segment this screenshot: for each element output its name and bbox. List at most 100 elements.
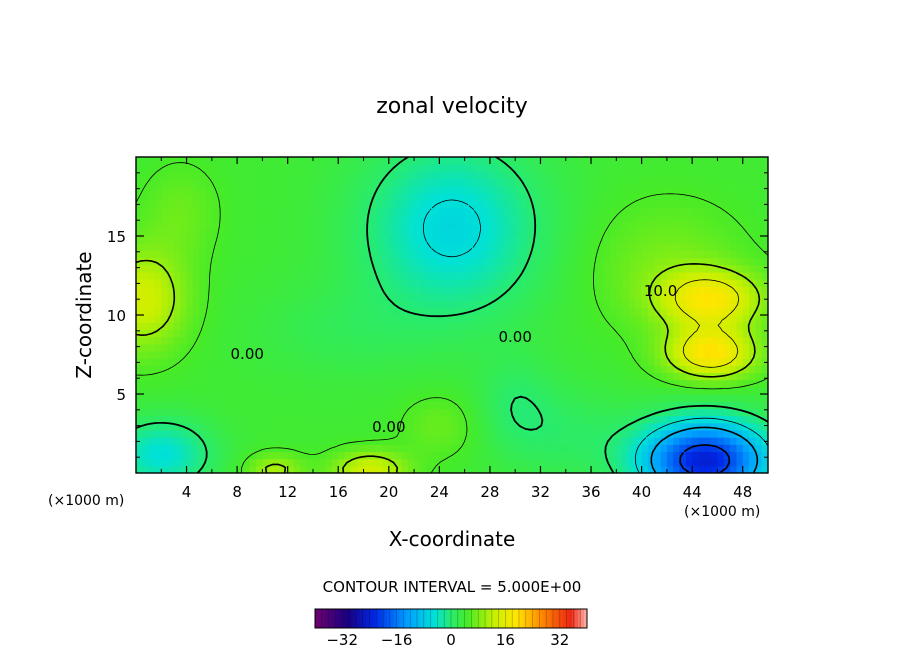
field-cell: [641, 192, 649, 201]
field-cell: [256, 221, 263, 230]
field-cell: [464, 279, 472, 287]
field-cell: [483, 315, 491, 323]
field-cell: [363, 157, 371, 165]
field-cell: [641, 437, 649, 445]
field-cell: [616, 386, 624, 395]
field-cell: [350, 458, 358, 467]
field-cell: [388, 329, 396, 338]
field-cell: [363, 322, 371, 330]
field-cell: [496, 322, 504, 330]
field-cell: [635, 422, 643, 431]
field-cell: [666, 214, 674, 223]
field-cell: [407, 236, 415, 244]
field-cell: [148, 358, 156, 366]
field-cell: [685, 322, 693, 330]
field-cell: [218, 343, 226, 352]
field-cell: [294, 315, 301, 323]
field-cell: [363, 264, 371, 273]
field-cell: [294, 200, 301, 208]
field-cell: [736, 437, 744, 445]
field-cell: [553, 386, 561, 395]
field-cell: [294, 437, 301, 445]
field-cell: [616, 458, 624, 467]
field-cell: [148, 343, 156, 352]
field-cell: [388, 192, 396, 201]
field-cell: [401, 358, 409, 366]
field-cell: [218, 437, 226, 445]
field-cell: [243, 192, 251, 201]
field-cell: [325, 336, 333, 345]
field-cell: [433, 185, 440, 194]
field-cell: [401, 437, 409, 445]
field-cell: [458, 343, 466, 352]
field-cell: [218, 465, 226, 473]
field-cell: [180, 451, 188, 460]
field-cell: [445, 429, 453, 438]
field-cell: [350, 243, 358, 251]
field-cell: [142, 192, 150, 201]
field-cell: [666, 415, 674, 424]
field-cell: [685, 422, 693, 431]
field-cell: [136, 286, 143, 295]
field-cell: [363, 279, 371, 287]
field-cell: [692, 243, 700, 251]
field-cell: [464, 214, 472, 223]
field-cell: [199, 307, 207, 316]
field-cell: [742, 171, 750, 180]
field-cell: [616, 264, 624, 273]
field-cell: [572, 422, 579, 431]
field-cell: [685, 250, 693, 259]
field-cell: [376, 164, 384, 172]
field-cell: [439, 264, 447, 273]
field-cell: [148, 157, 156, 165]
field-cell: [540, 207, 548, 216]
field-cell: [736, 300, 744, 309]
field-cell: [243, 451, 251, 460]
field-cell: [489, 415, 497, 424]
field-cell: [338, 307, 346, 316]
field-cell: [515, 437, 523, 445]
field-cell: [635, 279, 643, 287]
field-cell: [502, 401, 510, 409]
field-cell: [685, 394, 693, 402]
field-cell: [136, 243, 143, 251]
field-cell: [616, 358, 624, 366]
colorbar-segment: [520, 609, 524, 628]
field-cell: [597, 401, 605, 409]
field-cell: [565, 336, 573, 345]
field-cell: [350, 437, 358, 445]
field-cell: [616, 185, 624, 194]
colorbar-segment: [514, 609, 518, 628]
field-cell: [679, 429, 687, 438]
field-cell: [388, 286, 396, 295]
field-cell: [312, 437, 320, 445]
field-cell: [654, 257, 662, 266]
field-cell: [502, 343, 510, 352]
field-cell: [426, 178, 434, 187]
field-cell: [142, 286, 150, 295]
field-cell: [192, 386, 200, 395]
field-cell: [350, 307, 358, 316]
field-cell: [515, 465, 523, 473]
field-cell: [742, 257, 750, 266]
field-cell: [186, 250, 194, 259]
field-cell: [294, 185, 301, 194]
field-cell: [483, 236, 491, 244]
field-cell: [136, 264, 143, 273]
field-cell: [578, 458, 586, 467]
field-cell: [230, 394, 238, 402]
field-cell: [654, 358, 662, 366]
field-cell: [312, 264, 320, 273]
field-cell: [565, 329, 573, 338]
field-cell: [717, 451, 725, 460]
field-cell: [300, 221, 308, 230]
field-cell: [641, 286, 649, 295]
field-cell: [452, 185, 459, 194]
field-cell: [401, 207, 409, 216]
field-cell: [445, 279, 453, 287]
field-cell: [401, 401, 409, 409]
field-cell: [597, 271, 605, 280]
field-cell: [641, 394, 649, 402]
field-cell: [401, 372, 409, 381]
field-cell: [736, 178, 744, 187]
